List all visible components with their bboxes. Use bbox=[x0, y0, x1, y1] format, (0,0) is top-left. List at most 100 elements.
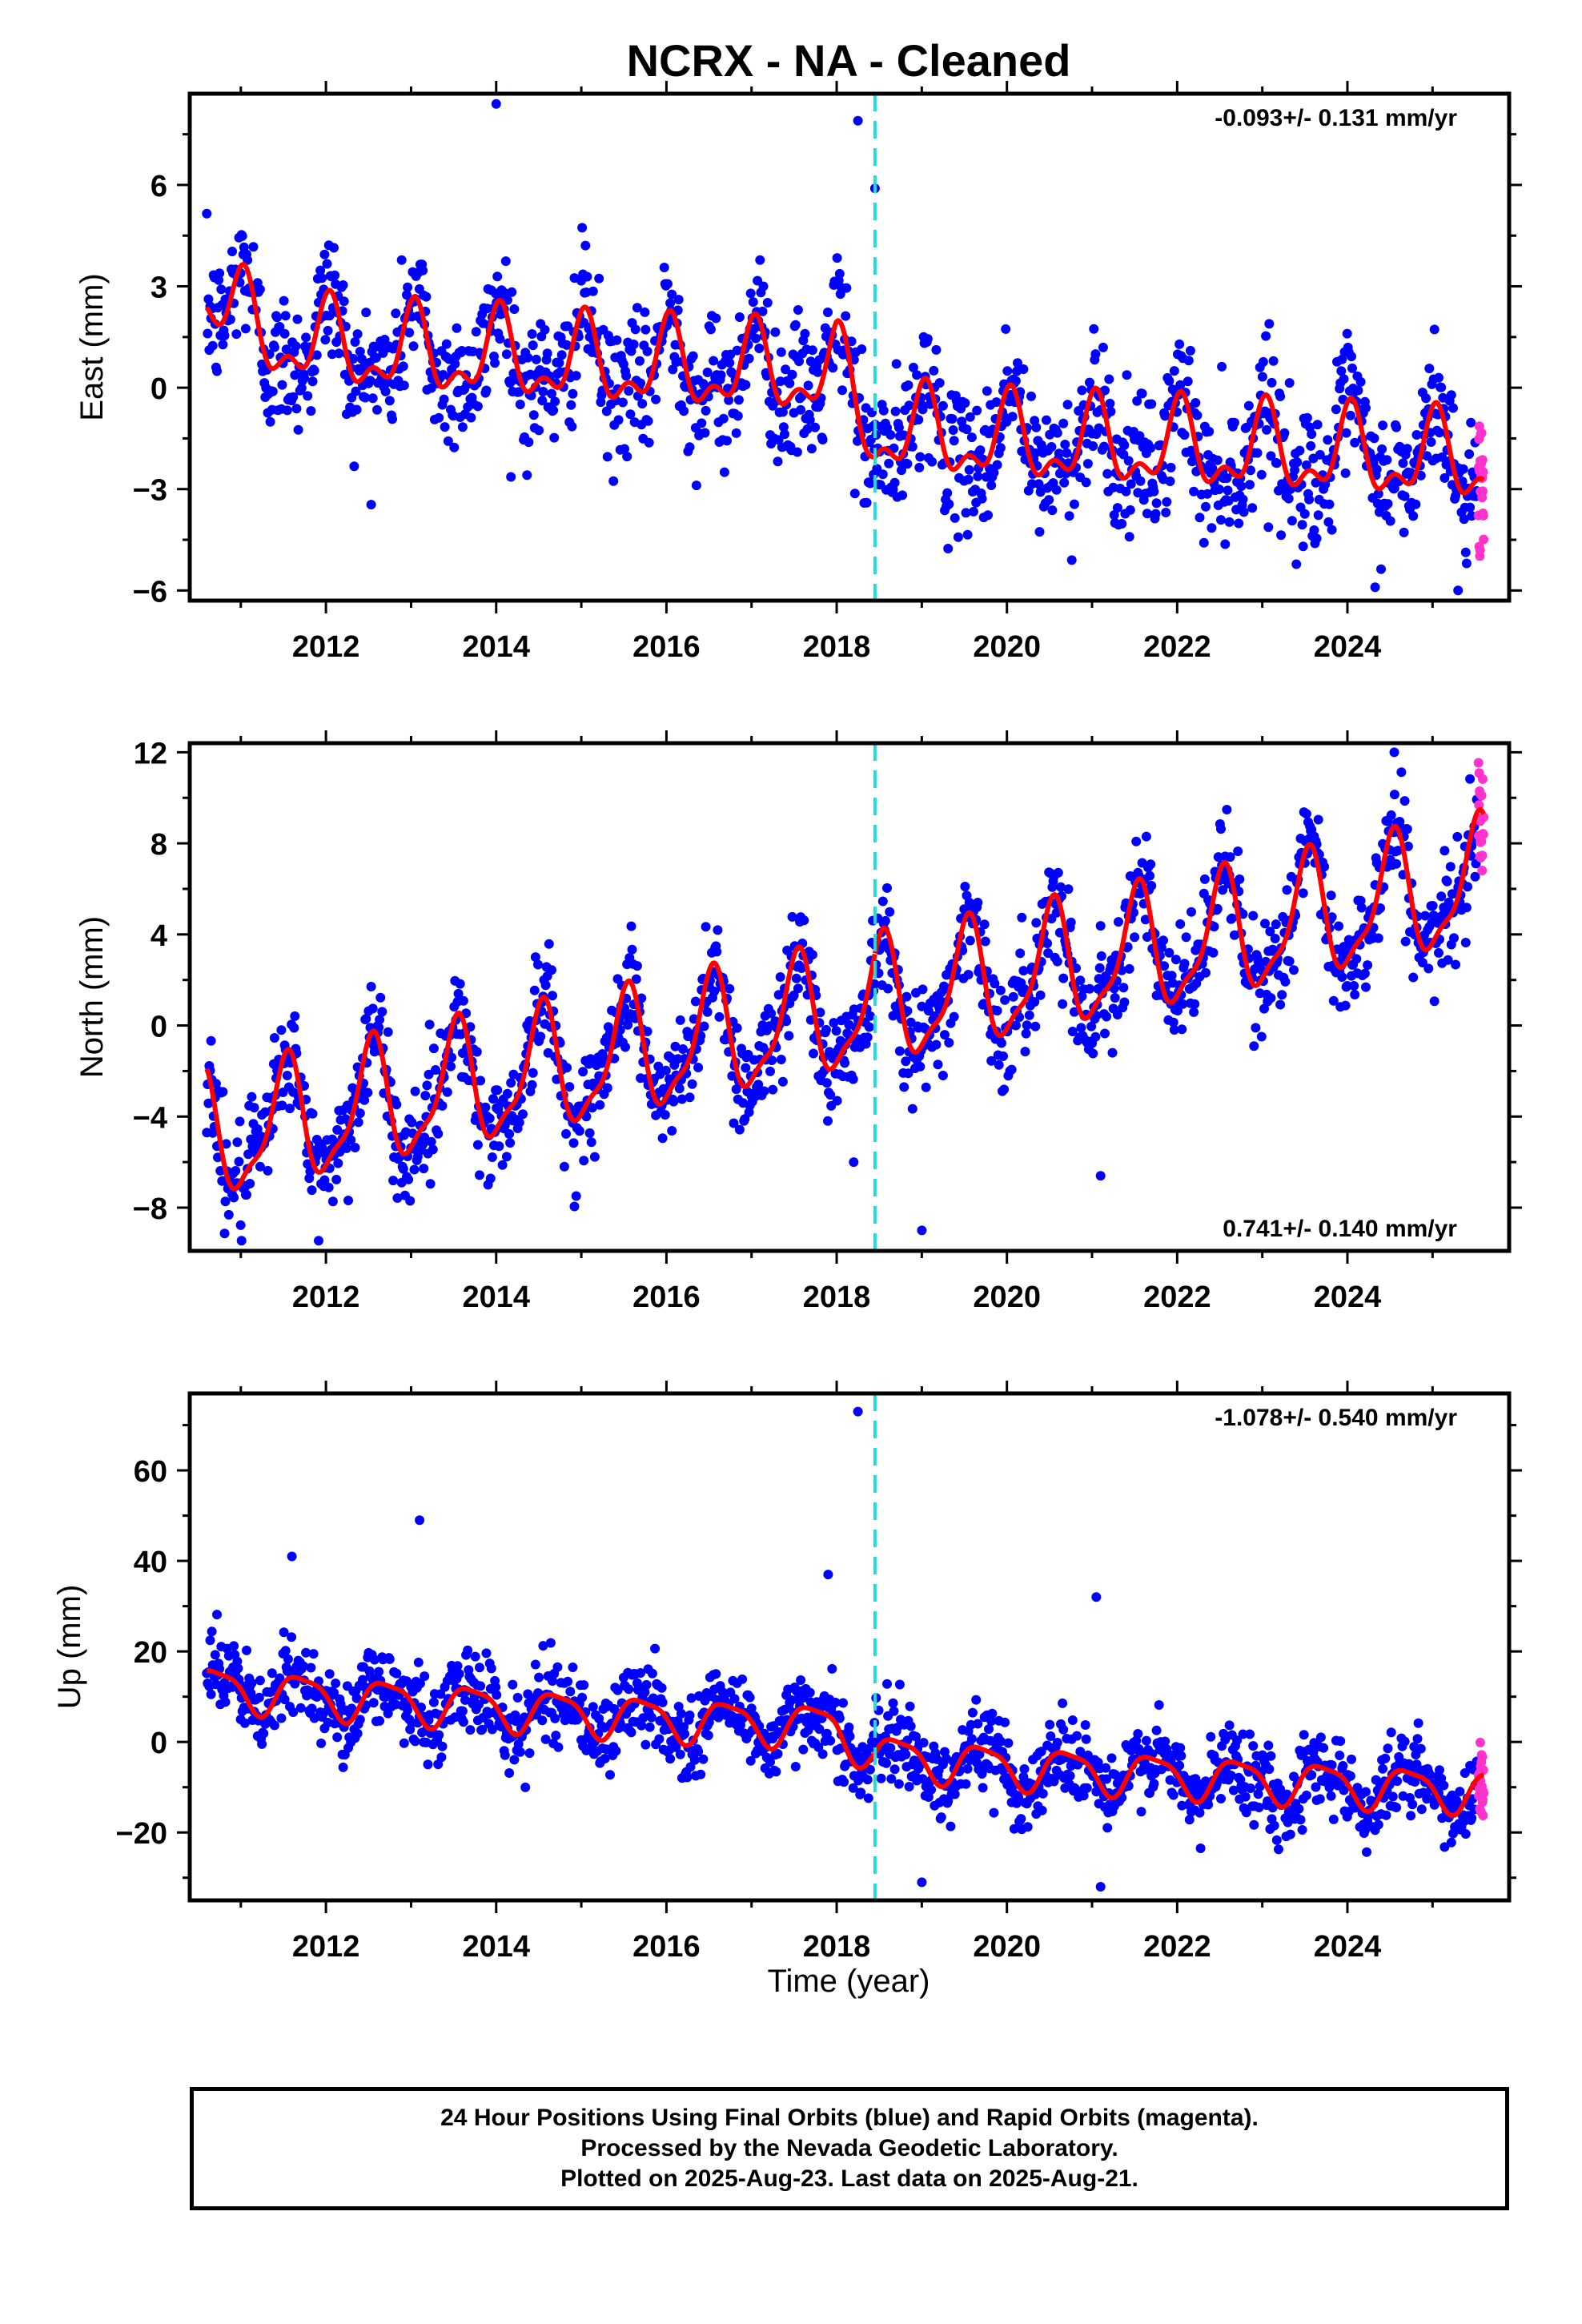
up-final-orbit-point bbox=[437, 1741, 448, 1751]
north-final-orbit-point bbox=[1201, 967, 1211, 978]
up-final-orbit-point bbox=[579, 1680, 589, 1691]
up-final-orbit-point bbox=[1467, 1813, 1477, 1823]
up-final-orbit-point bbox=[825, 1735, 836, 1746]
up-final-orbit-point bbox=[671, 1742, 681, 1752]
north-final-orbit-point bbox=[1017, 912, 1027, 923]
up-final-orbit-point bbox=[1380, 1753, 1391, 1763]
east-final-orbit-point bbox=[1077, 385, 1087, 396]
north-final-orbit-point bbox=[741, 1063, 751, 1073]
east-final-orbit-point bbox=[1229, 417, 1239, 428]
east-final-orbit-point bbox=[778, 422, 789, 432]
north-final-orbit-point bbox=[502, 1088, 512, 1099]
north-final-orbit-point bbox=[901, 1056, 911, 1067]
east-final-orbit-point bbox=[548, 405, 559, 416]
up-final-orbit-point bbox=[679, 1722, 689, 1732]
north-final-orbit-point bbox=[1349, 981, 1359, 991]
east-final-orbit-point bbox=[617, 397, 628, 408]
up-final-orbit-point bbox=[452, 1661, 463, 1671]
up-final-orbit-point bbox=[911, 1731, 921, 1742]
east-final-orbit-point bbox=[1085, 377, 1094, 388]
up-final-orbit-point bbox=[685, 1710, 695, 1720]
up-final-orbit-point bbox=[255, 1675, 265, 1686]
east-final-orbit-point bbox=[1105, 398, 1115, 408]
north-rapid-orbit-point bbox=[1477, 866, 1488, 875]
east-final-orbit-point bbox=[371, 352, 381, 363]
north-final-orbit-point bbox=[1403, 841, 1413, 851]
up-final-orbit-point bbox=[1328, 1814, 1339, 1824]
north-final-orbit-point bbox=[765, 1066, 775, 1076]
up-final-orbit-point bbox=[512, 1692, 523, 1703]
east-final-orbit-point bbox=[215, 268, 225, 279]
east-final-orbit-point bbox=[355, 347, 365, 356]
east-final-orbit-point bbox=[608, 476, 619, 486]
up-final-orbit-point bbox=[1195, 1807, 1205, 1818]
north-final-orbit-point bbox=[1396, 767, 1407, 778]
north-final-orbit-point bbox=[247, 1092, 257, 1102]
east-final-orbit-point bbox=[323, 325, 333, 336]
east-final-orbit-point bbox=[279, 296, 289, 306]
north-final-orbit-point bbox=[578, 1067, 588, 1077]
up-final-orbit-point bbox=[1347, 1754, 1356, 1764]
north-final-orbit-point bbox=[480, 1102, 491, 1112]
east-final-orbit-point bbox=[732, 345, 742, 356]
east-final-orbit-point bbox=[398, 361, 408, 372]
up-final-orbit-point bbox=[729, 1694, 740, 1704]
north-final-orbit-point bbox=[1146, 881, 1157, 891]
up-final-orbit-point bbox=[1160, 1736, 1170, 1747]
north-x-tick-label: 2012 bbox=[292, 1281, 360, 1314]
north-final-orbit-point bbox=[1094, 963, 1105, 973]
north-final-orbit-point bbox=[1146, 859, 1156, 870]
north-final-orbit-point bbox=[1417, 958, 1427, 967]
up-final-orbit-point bbox=[524, 1748, 535, 1759]
east-final-orbit-point bbox=[602, 452, 612, 462]
north-final-orbit-point bbox=[807, 950, 817, 960]
up-final-orbit-point bbox=[329, 1687, 339, 1698]
north-rapid-orbit-point bbox=[1474, 800, 1484, 810]
north-final-orbit-point bbox=[1434, 947, 1443, 958]
north-final-orbit-point bbox=[1277, 990, 1287, 1000]
north-final-orbit-point bbox=[220, 1196, 231, 1207]
north-final-orbit-point bbox=[1021, 1028, 1031, 1039]
up-final-orbit-point bbox=[882, 1679, 892, 1689]
north-final-orbit-point bbox=[949, 1011, 959, 1022]
north-final-orbit-point bbox=[1259, 1003, 1269, 1014]
up-final-orbit-point bbox=[486, 1663, 496, 1674]
east-final-orbit-point bbox=[963, 474, 974, 485]
up-x-tick-label: 2020 bbox=[973, 1930, 1041, 1964]
north-final-orbit-point bbox=[223, 1209, 234, 1220]
east-final-orbit-point bbox=[961, 508, 971, 518]
east-final-orbit-point bbox=[1150, 509, 1161, 519]
east-final-orbit-point bbox=[966, 432, 977, 443]
east-final-orbit-point bbox=[755, 255, 765, 265]
up-final-orbit-point bbox=[1248, 1741, 1259, 1751]
east-final-orbit-point bbox=[219, 331, 230, 340]
north-final-orbit-point bbox=[488, 1094, 498, 1104]
north-y-tick-label: 0 bbox=[151, 1011, 167, 1044]
east-final-orbit-point bbox=[908, 362, 918, 372]
north-final-orbit-point bbox=[431, 1065, 440, 1075]
east-final-orbit-point bbox=[897, 490, 908, 501]
east-final-orbit-point bbox=[749, 324, 759, 334]
east-final-orbit-point bbox=[1195, 513, 1205, 523]
east-final-orbit-point bbox=[1436, 382, 1447, 392]
up-final-orbit-point bbox=[492, 1690, 502, 1700]
east-final-orbit-point bbox=[1276, 530, 1287, 541]
east-final-orbit-point bbox=[885, 430, 896, 440]
up-final-orbit-point bbox=[1311, 1782, 1321, 1792]
up-final-orbit-point bbox=[936, 1812, 946, 1823]
north-final-orbit-point bbox=[793, 983, 803, 994]
east-final-orbit-point bbox=[567, 421, 577, 432]
up-final-orbit-point bbox=[548, 1676, 557, 1686]
east-final-orbit-point bbox=[203, 328, 213, 339]
east-final-orbit-point bbox=[1126, 479, 1136, 489]
up-final-orbit-point bbox=[1206, 1731, 1216, 1742]
east-final-orbit-point bbox=[1421, 393, 1431, 404]
north-x-tick-label: 2016 bbox=[632, 1281, 701, 1314]
east-final-orbit-point bbox=[640, 307, 650, 317]
east-final-orbit-point bbox=[734, 312, 745, 322]
east-final-orbit-point bbox=[538, 387, 548, 396]
north-final-orbit-point bbox=[232, 1137, 243, 1148]
up-final-orbit-point bbox=[1038, 1788, 1048, 1799]
east-final-orbit-point bbox=[731, 428, 741, 438]
east-final-orbit-point bbox=[1345, 410, 1355, 420]
